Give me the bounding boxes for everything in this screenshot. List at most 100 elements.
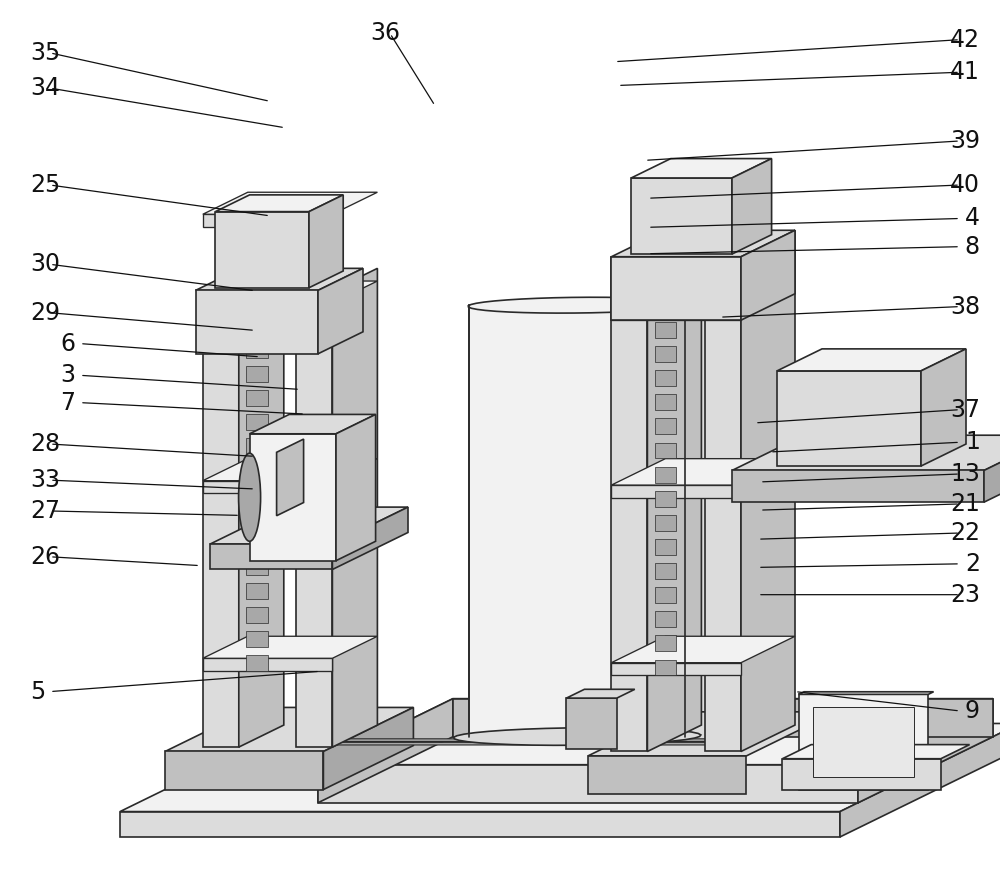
Polygon shape — [611, 307, 741, 320]
Polygon shape — [655, 539, 676, 555]
Polygon shape — [655, 563, 676, 579]
Polygon shape — [611, 636, 795, 663]
Polygon shape — [611, 230, 795, 256]
Polygon shape — [246, 270, 268, 285]
Polygon shape — [250, 433, 336, 560]
Text: 2: 2 — [965, 552, 980, 576]
Text: 13: 13 — [950, 462, 980, 486]
Polygon shape — [203, 303, 332, 315]
Polygon shape — [210, 507, 408, 544]
Polygon shape — [203, 291, 239, 747]
Text: 39: 39 — [950, 129, 980, 153]
Text: 35: 35 — [30, 41, 60, 65]
Polygon shape — [655, 322, 676, 338]
Polygon shape — [203, 658, 332, 671]
Polygon shape — [468, 297, 686, 313]
Polygon shape — [246, 293, 268, 309]
Polygon shape — [246, 366, 268, 381]
Polygon shape — [340, 739, 741, 742]
Text: 25: 25 — [30, 173, 60, 197]
Polygon shape — [165, 751, 323, 789]
Text: 30: 30 — [30, 252, 60, 277]
Polygon shape — [566, 689, 635, 698]
Text: 8: 8 — [965, 234, 980, 259]
Polygon shape — [655, 298, 676, 314]
Polygon shape — [246, 535, 268, 551]
Text: 34: 34 — [30, 76, 60, 100]
Polygon shape — [782, 744, 970, 759]
Polygon shape — [203, 214, 332, 227]
Text: 21: 21 — [950, 492, 980, 516]
Polygon shape — [318, 699, 453, 803]
Polygon shape — [468, 729, 686, 744]
Text: 7: 7 — [60, 390, 75, 415]
Polygon shape — [203, 481, 332, 493]
Polygon shape — [246, 631, 268, 647]
Polygon shape — [246, 559, 268, 574]
Polygon shape — [588, 712, 836, 756]
Polygon shape — [196, 291, 318, 354]
Text: 38: 38 — [950, 294, 980, 319]
Polygon shape — [332, 269, 377, 747]
Text: 26: 26 — [30, 544, 60, 569]
Polygon shape — [732, 435, 1000, 470]
Polygon shape — [246, 655, 268, 671]
Polygon shape — [611, 256, 741, 320]
Polygon shape — [799, 692, 934, 694]
Polygon shape — [685, 289, 718, 737]
Text: 9: 9 — [965, 699, 980, 723]
Polygon shape — [741, 230, 795, 320]
Polygon shape — [454, 728, 701, 745]
Polygon shape — [655, 611, 676, 627]
Polygon shape — [655, 515, 676, 530]
Polygon shape — [741, 230, 795, 751]
Polygon shape — [777, 349, 966, 371]
Polygon shape — [332, 507, 408, 569]
Polygon shape — [611, 459, 795, 485]
Text: 23: 23 — [950, 582, 980, 607]
Polygon shape — [655, 249, 676, 265]
Polygon shape — [246, 245, 268, 261]
Text: 36: 36 — [370, 21, 400, 46]
Text: 22: 22 — [950, 521, 980, 545]
Polygon shape — [655, 442, 676, 458]
Polygon shape — [246, 438, 268, 454]
Text: 5: 5 — [30, 679, 45, 704]
Polygon shape — [611, 485, 741, 498]
Polygon shape — [655, 467, 676, 483]
Polygon shape — [782, 759, 941, 790]
Polygon shape — [296, 291, 332, 747]
Polygon shape — [631, 159, 772, 178]
Polygon shape — [246, 486, 268, 502]
Polygon shape — [246, 510, 268, 526]
Polygon shape — [277, 439, 304, 515]
Text: 1: 1 — [965, 430, 980, 455]
Polygon shape — [210, 544, 332, 569]
Polygon shape — [655, 660, 676, 676]
Polygon shape — [588, 756, 746, 794]
Polygon shape — [120, 723, 1000, 811]
Polygon shape — [799, 694, 928, 789]
Polygon shape — [777, 371, 921, 466]
Polygon shape — [813, 707, 914, 777]
Polygon shape — [203, 636, 377, 658]
Text: 41: 41 — [950, 60, 980, 85]
Polygon shape — [323, 707, 413, 789]
Polygon shape — [120, 811, 840, 837]
Polygon shape — [203, 459, 377, 481]
Text: 42: 42 — [950, 27, 980, 52]
Polygon shape — [705, 256, 741, 751]
Polygon shape — [655, 635, 676, 651]
Polygon shape — [840, 723, 1000, 837]
Text: 4: 4 — [965, 206, 980, 231]
Text: 3: 3 — [60, 363, 75, 388]
Polygon shape — [203, 192, 377, 214]
Polygon shape — [246, 318, 268, 334]
Polygon shape — [246, 414, 268, 430]
Polygon shape — [336, 414, 376, 560]
Text: 29: 29 — [30, 300, 60, 325]
Polygon shape — [215, 211, 309, 288]
Polygon shape — [655, 491, 676, 507]
Text: 40: 40 — [950, 173, 980, 197]
Polygon shape — [246, 342, 268, 358]
